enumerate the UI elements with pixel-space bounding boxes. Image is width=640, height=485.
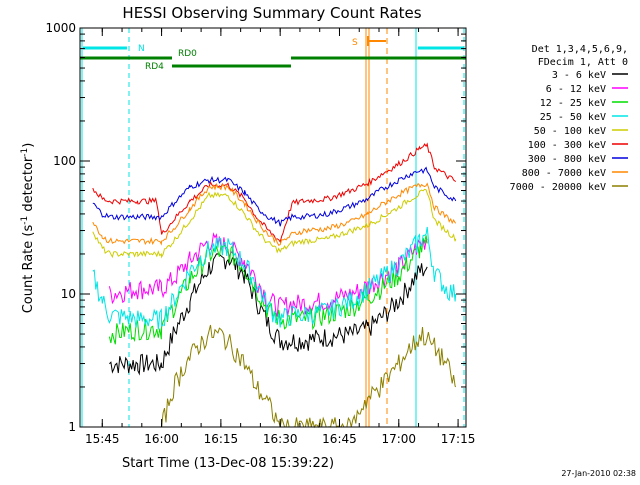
legend-label-5: 100 - 300 keV	[528, 140, 606, 151]
saa-flag-label: S	[352, 38, 358, 48]
series-6	[92, 166, 457, 227]
series-line-8	[161, 324, 457, 429]
series-line-6	[92, 166, 457, 227]
legend-header-1: FDecim 1, Att 0	[538, 57, 628, 68]
series-line-4	[92, 188, 457, 259]
series-5	[92, 142, 457, 243]
series-line-7	[92, 182, 457, 246]
series-line-2	[108, 235, 428, 345]
series-line-0	[109, 253, 428, 376]
series-line-5	[92, 142, 457, 243]
series-3	[92, 226, 457, 330]
y-axis-label-part: detector	[21, 156, 36, 216]
night-flag-label: N	[138, 44, 145, 54]
legend-label-6: 300 - 800 keV	[528, 154, 606, 165]
series-layer	[92, 142, 457, 429]
legend-label-0: 3 - 6 keV	[552, 70, 606, 81]
legend-label-4: 50 - 100 keV	[534, 126, 606, 137]
timestamp-label: 27-Jan-2010 02:38	[561, 469, 636, 478]
y-tick-label-2: 100	[53, 154, 76, 168]
legend-label-3: 25 - 50 keV	[540, 112, 606, 123]
y-tick-label-1: 10	[61, 287, 76, 301]
y-axis-label-sup: -1	[20, 148, 30, 157]
x-axis-label: Start Time (13-Dec-08 15:39:22)	[122, 456, 334, 471]
series-4	[92, 188, 457, 259]
y-axis-label: Count Rate (s-1 detector-1)	[20, 143, 36, 314]
x-tick-label-6: 17:15	[441, 432, 476, 446]
chart-title: HESSI Observing Summary Count Rates	[122, 4, 421, 22]
legend: Det 1,3,4,5,6,9, FDecim 1, Att 0 3 - 6 keV…	[510, 44, 628, 193]
x-tick-label-4: 16:45	[322, 432, 357, 446]
rd4-label: RD4	[145, 62, 164, 72]
y-axis-label-part: Count Rate (s	[21, 225, 36, 314]
legend-label-1: 6 - 12 keV	[546, 84, 606, 95]
legend-label-2: 12 - 25 keV	[540, 98, 606, 109]
legend-label-8: 7000 - 20000 keV	[510, 182, 606, 193]
series-8	[161, 324, 457, 429]
x-tick-label-5: 17:00	[381, 432, 416, 446]
x-tick-label-1: 16:00	[144, 432, 179, 446]
legend-label-7: 800 - 7000 keV	[522, 168, 606, 179]
x-tick-label-3: 16:30	[263, 432, 298, 446]
plot-frame	[79, 27, 467, 428]
series-2	[108, 235, 428, 345]
x-tick-label-2: 16:15	[204, 432, 239, 446]
series-0	[109, 253, 428, 376]
y-axis-label-part: )	[21, 143, 36, 148]
series-7	[92, 182, 457, 246]
y-tick-label-3: 1000	[45, 21, 76, 35]
y-tick-label-0: 1	[68, 420, 76, 434]
flag-layer: N S RD0 RD4	[80, 28, 466, 427]
y-axis-label-sup: -1	[20, 216, 30, 225]
series-line-3	[92, 226, 457, 330]
legend-header-0: Det 1,3,4,5,6,9,	[532, 44, 628, 55]
rd0-label: RD0	[178, 49, 197, 59]
axes-layer: 15:45 16:00 16:15 16:30 16:45 17:00 17:15 1 10 10…	[45, 21, 475, 446]
x-tick-label-0: 15:45	[85, 432, 120, 446]
